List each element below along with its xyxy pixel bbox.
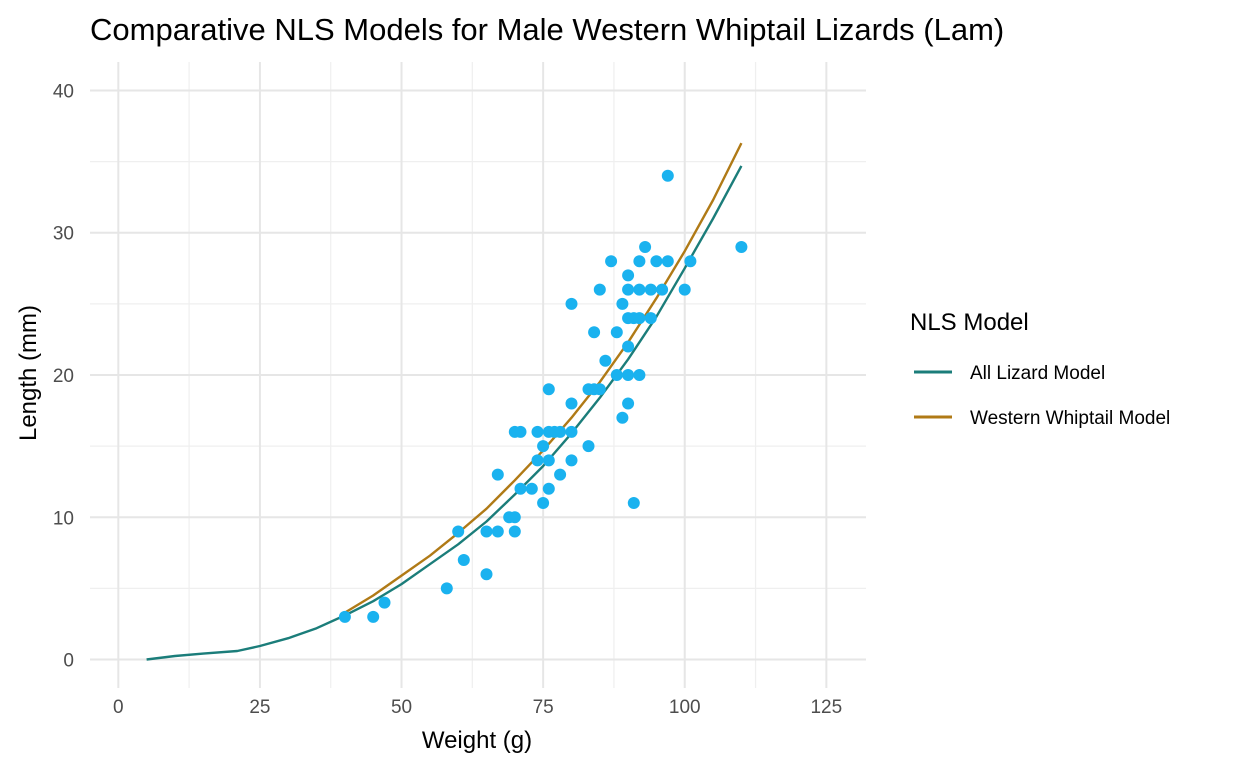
data-point	[656, 283, 669, 296]
data-point	[610, 326, 623, 339]
y-tick-label: 20	[53, 366, 74, 387]
data-point	[514, 425, 527, 438]
model-lines	[146, 142, 743, 661]
data-point	[633, 312, 646, 325]
legend-item-western-whiptail: Western Whiptail Model	[914, 408, 1170, 429]
data-point	[565, 297, 578, 310]
data-point	[644, 283, 657, 296]
legend-label-all-lizard: All Lizard Model	[970, 363, 1105, 384]
x-axis-ticks: 0 25 50 75 100 125	[113, 697, 842, 718]
legend-label-western-whiptail: Western Whiptail Model	[970, 408, 1170, 429]
data-point	[525, 482, 538, 495]
x-axis-title: Weight (g)	[422, 727, 532, 754]
data-point	[508, 511, 521, 524]
data-point	[531, 454, 544, 467]
data-point	[639, 241, 652, 253]
data-point	[508, 525, 521, 538]
y-tick-label: 10	[53, 508, 74, 529]
data-point	[644, 312, 657, 325]
grid-major	[90, 62, 866, 688]
data-point	[491, 468, 504, 481]
legend-item-all-lizard: All Lizard Model	[914, 363, 1105, 384]
data-point	[633, 255, 646, 268]
data-point	[684, 255, 697, 268]
data-point	[542, 454, 555, 467]
data-point	[491, 525, 504, 538]
data-point	[582, 440, 595, 453]
x-tick-label: 0	[113, 697, 124, 718]
y-tick-label: 30	[53, 224, 74, 245]
x-tick-label: 100	[669, 697, 701, 718]
data-point	[735, 241, 748, 253]
data-point	[554, 468, 567, 481]
data-point	[622, 269, 635, 282]
data-point	[440, 582, 453, 595]
plot-panel	[90, 62, 866, 688]
data-point	[480, 525, 493, 538]
model-line-all-lizard-model	[146, 165, 743, 661]
data-point	[537, 497, 550, 509]
data-point	[678, 283, 691, 296]
data-points	[338, 169, 748, 623]
data-point	[542, 482, 555, 495]
data-point	[542, 383, 555, 396]
data-point	[378, 596, 391, 609]
data-point	[661, 255, 674, 268]
data-point	[616, 411, 629, 424]
data-point	[610, 369, 623, 381]
data-point	[633, 369, 646, 381]
data-point	[605, 255, 618, 268]
y-tick-label: 40	[53, 81, 74, 102]
data-point	[565, 454, 578, 467]
data-point	[622, 283, 635, 296]
chart-title: Comparative NLS Models for Male Western …	[90, 12, 1004, 47]
x-tick-label: 125	[810, 697, 842, 718]
data-point	[531, 425, 544, 438]
data-point	[650, 255, 663, 268]
data-point	[593, 283, 606, 296]
data-point	[565, 425, 578, 438]
data-point	[627, 497, 640, 509]
data-point	[622, 369, 635, 381]
y-axis-ticks: 0 10 20 30 40	[53, 81, 74, 671]
data-point	[588, 326, 601, 339]
x-tick-label: 25	[249, 697, 270, 718]
data-point	[554, 425, 567, 438]
data-point	[565, 397, 578, 410]
data-point	[367, 610, 380, 623]
data-point	[480, 568, 493, 581]
data-point	[622, 340, 635, 353]
data-point	[633, 283, 646, 296]
data-point	[452, 525, 465, 538]
legend-title: NLS Model	[910, 309, 1029, 336]
y-tick-label: 0	[63, 651, 74, 672]
data-point	[338, 610, 351, 623]
data-point	[537, 440, 550, 453]
y-axis-title: Length (mm)	[15, 305, 42, 441]
x-tick-label: 75	[533, 697, 554, 718]
data-point	[593, 383, 606, 396]
legend: NLS Model All Lizard Model Western Whipt…	[910, 309, 1170, 429]
x-tick-label: 50	[391, 697, 412, 718]
data-point	[661, 169, 674, 182]
data-point	[622, 397, 635, 410]
data-point	[599, 354, 612, 367]
data-point	[616, 297, 629, 310]
data-point	[514, 482, 527, 495]
data-point	[457, 554, 470, 566]
